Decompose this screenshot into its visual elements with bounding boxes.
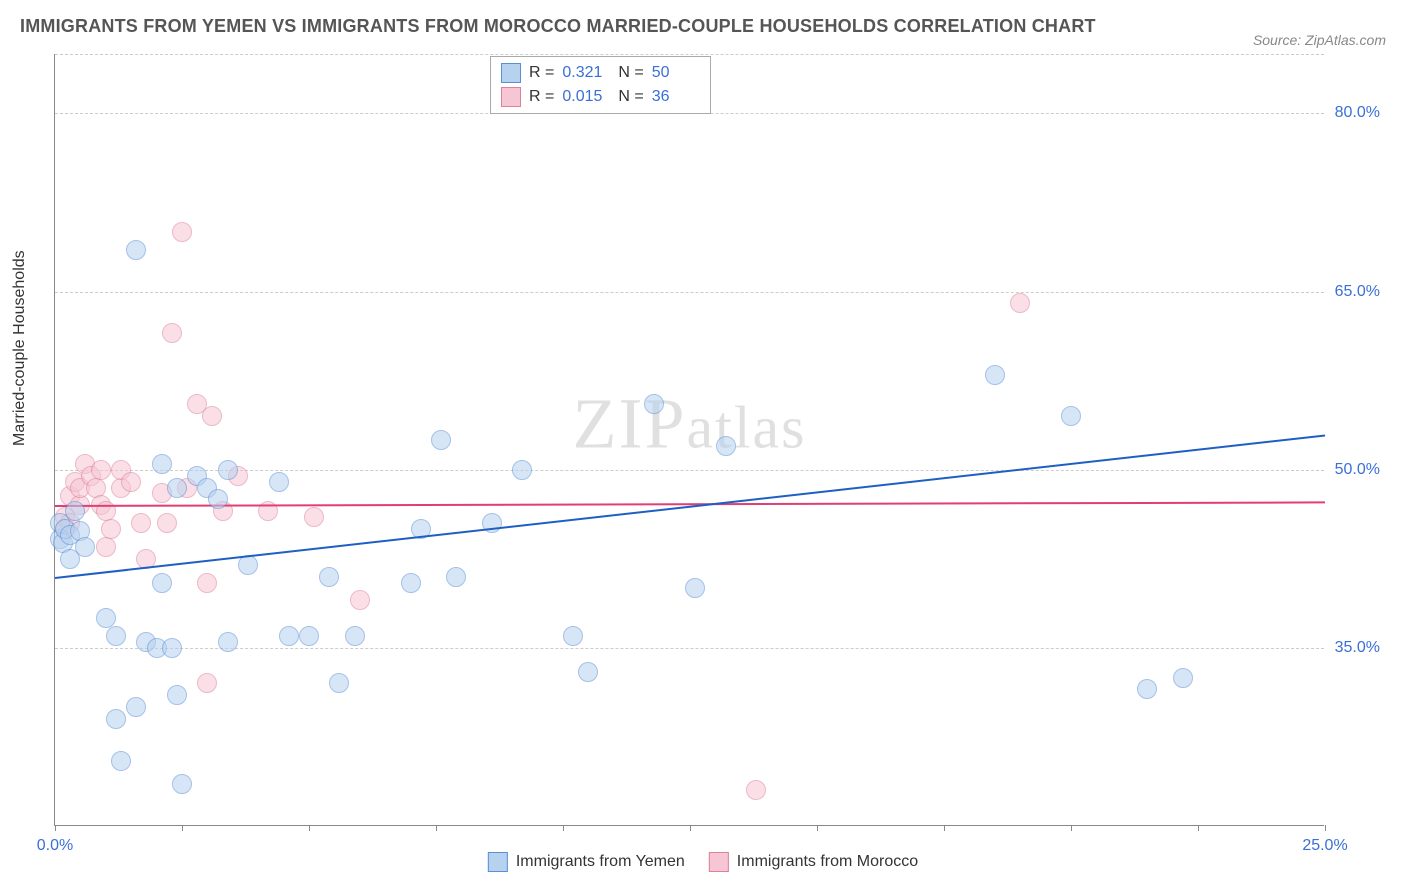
r-value: 0.015	[562, 88, 610, 106]
data-point	[304, 507, 324, 527]
data-point	[401, 573, 421, 593]
y-axis-label: Married-couple Households	[11, 250, 29, 446]
data-point	[1061, 406, 1081, 426]
gridline	[55, 648, 1324, 649]
data-point	[345, 626, 365, 646]
data-point	[75, 537, 95, 557]
gridline	[55, 292, 1324, 293]
source-label: Source: ZipAtlas.com	[1253, 32, 1386, 48]
n-label: N =	[618, 64, 643, 82]
y-tick-label: 50.0%	[1335, 461, 1380, 479]
data-point	[91, 460, 111, 480]
data-point	[644, 394, 664, 414]
legend-swatch	[501, 63, 521, 83]
legend-swatch	[709, 852, 729, 872]
data-point	[197, 673, 217, 693]
data-point	[685, 578, 705, 598]
data-point	[152, 454, 172, 474]
r-label: R =	[529, 64, 554, 82]
legend-swatch	[501, 87, 521, 107]
data-point	[319, 567, 339, 587]
data-point	[985, 365, 1005, 385]
data-point	[111, 751, 131, 771]
x-tick-mark	[690, 825, 691, 831]
data-point	[1173, 668, 1193, 688]
stats-row: R = 0.015 N = 36	[501, 85, 700, 109]
y-tick-label: 80.0%	[1335, 104, 1380, 122]
data-point	[126, 240, 146, 260]
stats-row: R = 0.321 N = 50	[501, 61, 700, 85]
x-tick-mark	[817, 825, 818, 831]
data-point	[329, 673, 349, 693]
x-tick-mark	[436, 825, 437, 831]
legend-item: Immigrants from Yemen	[488, 852, 685, 872]
data-point	[126, 697, 146, 717]
watermark: ZIPatlas	[573, 383, 807, 466]
data-point	[157, 513, 177, 533]
x-tick-mark	[1325, 825, 1326, 831]
x-tick-mark	[1071, 825, 1072, 831]
data-point	[197, 573, 217, 593]
n-value: 50	[652, 64, 700, 82]
y-tick-label: 65.0%	[1335, 283, 1380, 301]
data-point	[716, 436, 736, 456]
data-point	[106, 709, 126, 729]
data-point	[106, 626, 126, 646]
data-point	[131, 513, 151, 533]
data-point	[299, 626, 319, 646]
legend-swatch	[488, 852, 508, 872]
data-point	[218, 460, 238, 480]
data-point	[202, 406, 222, 426]
data-point	[96, 537, 116, 557]
plot-area: ZIPatlas 35.0%50.0%65.0%80.0%0.0%25.0%	[54, 54, 1324, 826]
x-tick-mark	[944, 825, 945, 831]
data-point	[431, 430, 451, 450]
data-point	[279, 626, 299, 646]
data-point	[172, 774, 192, 794]
data-point	[96, 608, 116, 628]
data-point	[578, 662, 598, 682]
chart-title: IMMIGRANTS FROM YEMEN VS IMMIGRANTS FROM…	[20, 16, 1096, 37]
data-point	[101, 519, 121, 539]
x-tick-mark	[1198, 825, 1199, 831]
legend-label: Immigrants from Yemen	[516, 853, 685, 871]
data-point	[269, 472, 289, 492]
data-point	[167, 685, 187, 705]
x-tick-mark	[55, 825, 56, 831]
data-point	[65, 501, 85, 521]
legend-label: Immigrants from Morocco	[737, 853, 918, 871]
data-point	[172, 222, 192, 242]
data-point	[563, 626, 583, 646]
n-value: 36	[652, 88, 700, 106]
y-tick-label: 35.0%	[1335, 639, 1380, 657]
x-tick-mark	[563, 825, 564, 831]
data-point	[746, 780, 766, 800]
x-tick-label: 0.0%	[37, 837, 73, 855]
data-point	[162, 638, 182, 658]
stats-legend: R = 0.321 N = 50 R = 0.015 N = 36	[490, 56, 711, 114]
n-label: N =	[618, 88, 643, 106]
series-legend: Immigrants from Yemen Immigrants from Mor…	[488, 852, 918, 872]
data-point	[152, 573, 172, 593]
data-point	[1010, 293, 1030, 313]
x-tick-mark	[182, 825, 183, 831]
data-point	[512, 460, 532, 480]
data-point	[446, 567, 466, 587]
legend-item: Immigrants from Morocco	[709, 852, 918, 872]
r-label: R =	[529, 88, 554, 106]
data-point	[208, 489, 228, 509]
data-point	[162, 323, 182, 343]
r-value: 0.321	[562, 64, 610, 82]
gridline	[55, 54, 1324, 55]
x-tick-label: 25.0%	[1302, 837, 1347, 855]
data-point	[167, 478, 187, 498]
data-point	[121, 472, 141, 492]
data-point	[1137, 679, 1157, 699]
data-point	[218, 632, 238, 652]
data-point	[350, 590, 370, 610]
x-tick-mark	[309, 825, 310, 831]
